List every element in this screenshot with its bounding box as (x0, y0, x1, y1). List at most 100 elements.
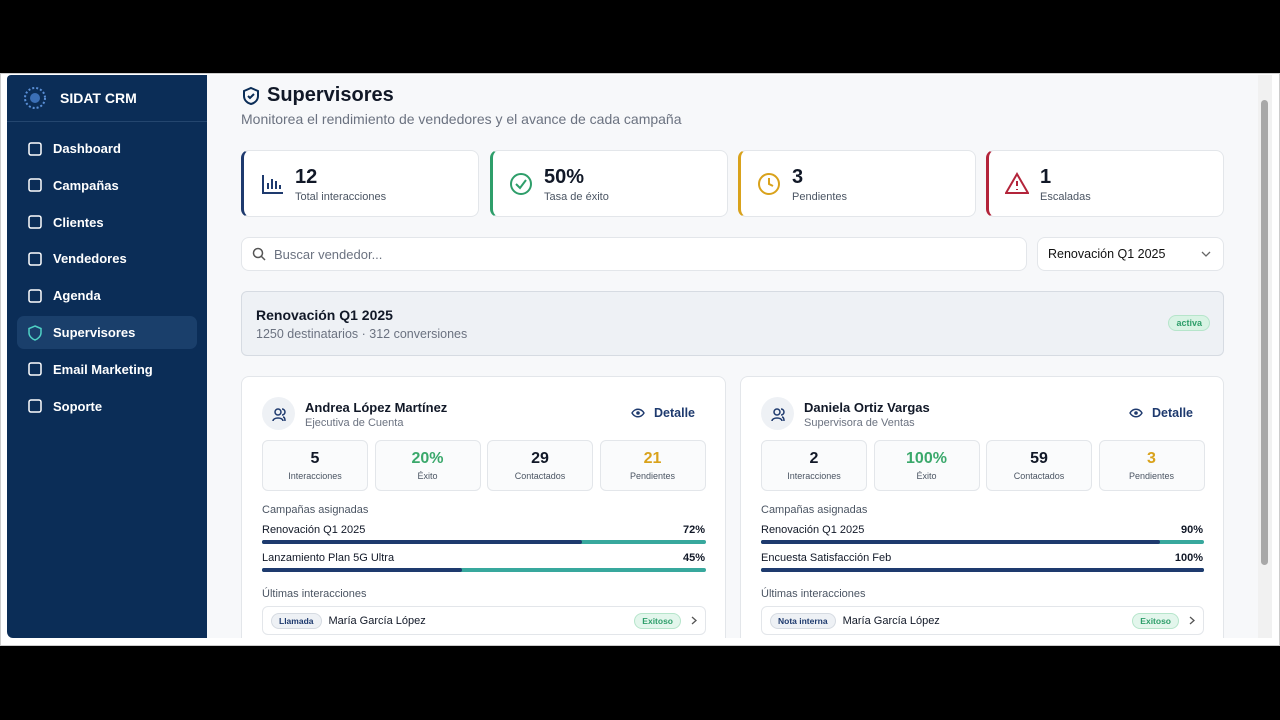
stat-icon (1004, 172, 1030, 201)
interaction-row[interactable]: Nota interna María García López Exitoso (761, 606, 1204, 635)
nav-icon (28, 252, 42, 266)
progress-label: 100% (1174, 552, 1203, 564)
nav-label: Campañas (53, 177, 119, 193)
chevron-right (691, 616, 697, 625)
stat-value: 50% (544, 166, 585, 188)
stat-label: Pendientes (792, 191, 848, 203)
nav-label: Soporte (53, 398, 103, 414)
metric-value: 29 (531, 450, 549, 467)
main-content: Supervisores Monitorea el rendimiento de… (207, 75, 1258, 638)
status-badge: activa (1168, 315, 1210, 331)
nav-icon (28, 288, 42, 303)
progress-label: 72% (682, 524, 705, 536)
metric-label: Éxito (916, 471, 937, 481)
detail-button[interactable]: Detalle (631, 406, 695, 420)
metric-value: 20% (411, 450, 444, 467)
stat-icon-svg (1004, 172, 1030, 194)
nav-icon (28, 178, 42, 193)
nav-item[interactable]: Vendedores (17, 242, 197, 275)
scrollbar (1258, 75, 1272, 638)
nav-label: Clientes (53, 214, 104, 230)
search-placeholder: Buscar vendedor... (274, 246, 383, 262)
type-badge: Nota interna (770, 612, 836, 629)
nav-item[interactable]: Soporte (17, 390, 197, 423)
metric-box: 20% Éxito (374, 440, 481, 491)
nav-item[interactable]: Email Marketing (17, 353, 197, 386)
nav-item[interactable]: Agenda (17, 279, 197, 312)
page-subtitle: Monitorea el rendimiento de vendedores y… (241, 111, 682, 127)
eye-icon (631, 408, 645, 418)
stat-icon-svg (262, 175, 283, 194)
contact-name: María García López (328, 614, 426, 627)
brand-name: SIDAT CRM (60, 90, 137, 106)
metric-box: 29 Contactados (487, 440, 593, 491)
stat-icon (509, 172, 533, 201)
metric-label: Contactados (514, 471, 566, 481)
eye-icon (1129, 408, 1143, 418)
metric-box: 5 Interacciones (262, 440, 368, 491)
metric-label: Éxito (417, 471, 438, 481)
metric-box: 3 Pendientes (1098, 440, 1205, 491)
select-value: Renovación Q1 2025 (1048, 247, 1166, 261)
metric-label: Interacciones (288, 471, 342, 481)
detail-label: Detalle (654, 406, 695, 420)
chevron-down (1201, 251, 1211, 257)
supervisor-card: Andrea López Martínez Ejecutiva de Cuenta… (241, 376, 726, 638)
metric-box: 59 Contactados (986, 440, 1092, 491)
campaign-name: Renovación Q1 2025 (262, 524, 366, 536)
progress-track (262, 568, 706, 572)
chevron-right (1189, 616, 1195, 625)
progress-bar (761, 568, 1204, 572)
nav-item[interactable]: Supervisores (17, 316, 197, 349)
metric-value: 21 (643, 450, 662, 467)
nav-item[interactable]: Dashboard (17, 132, 197, 165)
nav-label: Agenda (53, 288, 101, 304)
supervisor-name: Andrea López Martínez (305, 400, 448, 415)
avatar-svg (271, 407, 286, 421)
scroll-thumb (1261, 100, 1268, 565)
divider (7, 121, 207, 122)
nav-label: Email Marketing (53, 361, 153, 377)
interaction-row[interactable]: Llamada María García López Exitoso (262, 606, 706, 635)
metric-box: 21 Pendientes (599, 440, 706, 491)
stat-value: 12 (295, 166, 318, 188)
section-title: Campañas asignadas (262, 504, 369, 516)
avatar (262, 397, 295, 430)
stat-label: Escaladas (1040, 191, 1091, 203)
supervisor-role: Ejecutiva de Cuenta (305, 417, 404, 429)
nav-label: Vendedores (53, 251, 127, 267)
campaign-name: Renovación Q1 2025 (256, 307, 393, 323)
metric-label: Contactados (1013, 471, 1065, 481)
avatar-svg (770, 407, 785, 421)
progress-label: 45% (682, 552, 705, 564)
metric-value: 59 (1030, 450, 1048, 467)
type-badge: Llamada (271, 612, 322, 629)
detail-button[interactable]: Detalle (1129, 406, 1193, 420)
stat-card: 1 Escaladas (986, 150, 1224, 217)
detail-label: Detalle (1152, 406, 1193, 420)
stat-card: 3 Pendientes (738, 150, 976, 217)
metric-value: 2 (809, 450, 819, 467)
campaign-name: Encuesta Satisfacción Feb (761, 552, 892, 564)
stat-card: 12 Total interacciones (241, 150, 479, 217)
page-title: Supervisores (267, 84, 394, 106)
section-title: Últimas interacciones (262, 588, 367, 600)
stat-icon-svg (510, 173, 532, 195)
nav-icon (28, 362, 42, 377)
sidebar: SIDAT CRM Dashboard Campañas Clientes Vende… (7, 75, 207, 638)
campaign-select[interactable]: Renovación Q1 2025 (1037, 237, 1224, 271)
stat-value: 3 (792, 166, 804, 188)
nav-item[interactable]: Campañas (17, 169, 197, 202)
brand-logo (24, 87, 46, 109)
avatar (761, 397, 794, 430)
supervisor-name: Daniela Ortiz Vargas (804, 400, 930, 415)
search-icon (252, 247, 266, 261)
nav-label: Dashboard (53, 141, 121, 156)
search-box[interactable]: Buscar vendedor... (241, 237, 1027, 271)
stat-label: Tasa de éxito (544, 191, 609, 203)
progress-bar (761, 540, 1160, 544)
nav-item[interactable]: Clientes (17, 206, 197, 239)
section-title: Campañas asignadas (761, 504, 868, 516)
stat-icon-svg (758, 173, 780, 195)
